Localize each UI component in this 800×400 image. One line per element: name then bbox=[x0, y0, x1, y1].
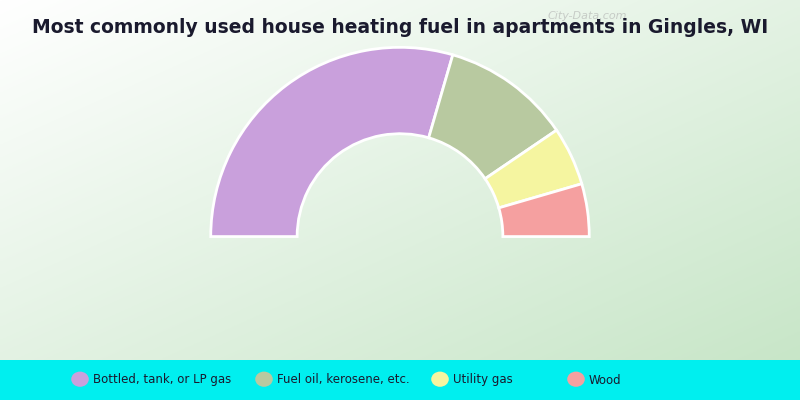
Ellipse shape bbox=[431, 372, 449, 387]
Text: Fuel oil, kerosene, etc.: Fuel oil, kerosene, etc. bbox=[277, 374, 410, 386]
Text: Bottled, tank, or LP gas: Bottled, tank, or LP gas bbox=[93, 374, 231, 386]
Wedge shape bbox=[429, 55, 557, 179]
Text: Utility gas: Utility gas bbox=[453, 374, 513, 386]
Wedge shape bbox=[498, 184, 590, 236]
Wedge shape bbox=[485, 130, 582, 208]
Ellipse shape bbox=[255, 372, 273, 387]
Text: City-Data.com: City-Data.com bbox=[548, 11, 627, 21]
Text: Most commonly used house heating fuel in apartments in Gingles, WI: Most commonly used house heating fuel in… bbox=[32, 18, 768, 37]
Ellipse shape bbox=[71, 372, 89, 387]
Wedge shape bbox=[210, 47, 453, 236]
Text: Wood: Wood bbox=[589, 374, 622, 386]
Ellipse shape bbox=[567, 372, 585, 387]
